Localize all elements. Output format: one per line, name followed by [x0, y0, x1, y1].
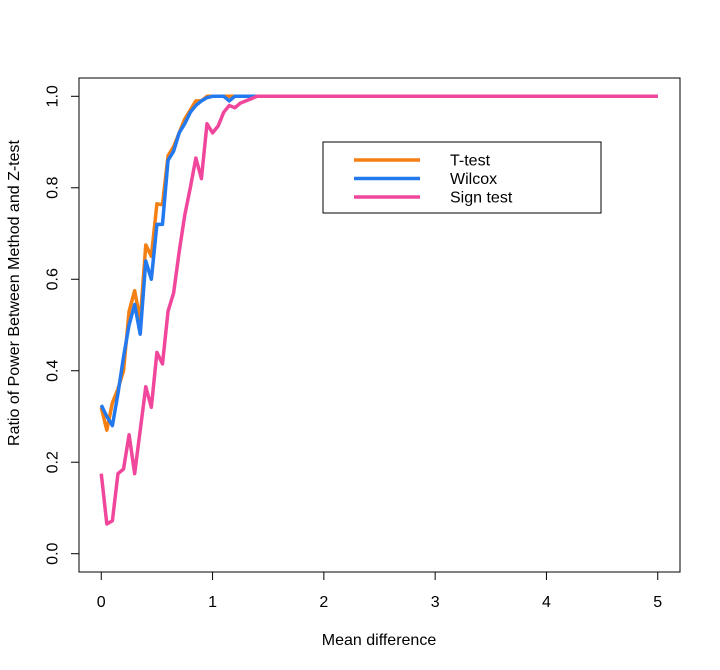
x-tick-label: 5 [653, 594, 662, 611]
y-tick-label: 1.0 [45, 85, 62, 107]
y-axis-label: Ratio of Power Between Method and Z-test [6, 139, 23, 445]
x-tick-label: 4 [542, 594, 551, 611]
x-axis-label: Mean difference [322, 632, 437, 649]
legend-label-sign-test: Sign test [450, 190, 513, 207]
series-layer [99, 94, 658, 526]
series-line-sign-test [99, 94, 658, 526]
y-tick-label: 0.8 [45, 177, 62, 199]
x-tick-label: 1 [208, 594, 217, 611]
x-tick-label: 0 [97, 594, 106, 611]
y-axis: 0.0 0.2 0.4 0.6 0.8 1.0 [45, 85, 80, 565]
x-tick-label: 2 [319, 594, 328, 611]
legend-label-wilcox: Wilcox [450, 171, 497, 188]
y-tick-label: 0.6 [45, 268, 62, 290]
x-axis: 0 1 2 3 4 5 [97, 571, 662, 611]
y-tick-label: 0.4 [45, 360, 62, 382]
legend-label-t-test: T-test [450, 153, 491, 170]
y-tick-label: 0.2 [45, 451, 62, 473]
x-tick-label: 3 [431, 594, 440, 611]
y-tick-label: 0.0 [45, 542, 62, 564]
